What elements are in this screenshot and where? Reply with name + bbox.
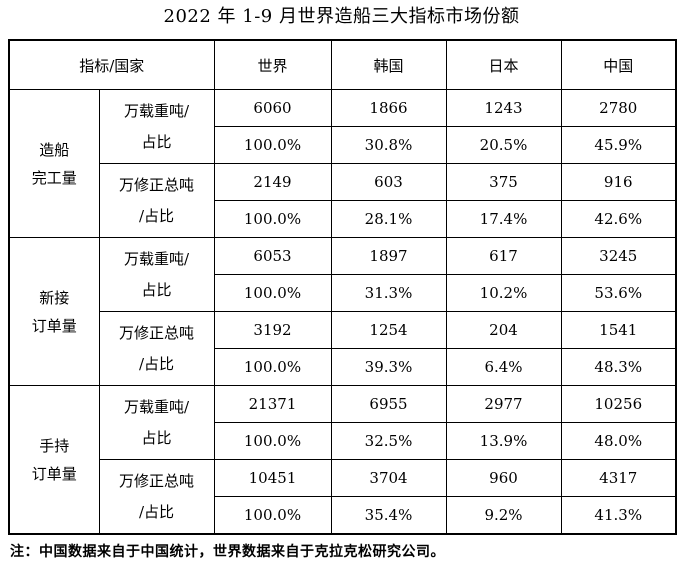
value-cell: 6053 xyxy=(213,237,332,275)
value-cell: 1866 xyxy=(330,89,447,127)
value-cell: 2780 xyxy=(560,89,677,127)
share-cell: 41.3% xyxy=(560,496,677,535)
metric-label-line: 占比 xyxy=(141,132,172,151)
group-name-completions: 造船 完工量 xyxy=(8,89,100,238)
metric-label-line: /占比 xyxy=(138,206,175,225)
value-cell: 1897 xyxy=(330,237,447,275)
share-cell: 100.0% xyxy=(213,274,332,312)
group-name-line: 手持 xyxy=(39,436,70,455)
value-cell: 2977 xyxy=(445,385,562,423)
share-cell: 10.2% xyxy=(445,274,562,312)
value-cell: 3192 xyxy=(213,311,332,349)
metric-label-line: 万修正总吨 xyxy=(118,471,194,490)
column-header-japan: 日本 xyxy=(445,39,562,90)
share-cell: 32.5% xyxy=(330,422,447,460)
table-row: 100.0% 28.1% 17.4% 42.6% xyxy=(9,200,677,238)
metric-label-dwt: 万载重吨/ 占比 xyxy=(98,237,215,312)
share-cell: 35.4% xyxy=(330,496,447,535)
metric-label-line: /占比 xyxy=(138,502,175,521)
value-cell: 6060 xyxy=(213,89,332,127)
group-name-line: 造船 xyxy=(39,140,70,159)
value-cell: 617 xyxy=(445,237,562,275)
metric-label-line: 万修正总吨 xyxy=(118,175,194,194)
value-cell: 3245 xyxy=(560,237,677,275)
market-share-table: 指标/国家 世界 韩国 日本 中国 造船 完工量 万载重吨/ 占比 6060 1… xyxy=(8,39,677,535)
table-row: 万修正总吨 /占比 3192 1254 204 1541 xyxy=(9,311,677,386)
metric-label-dwt: 万载重吨/ 占比 xyxy=(98,385,215,460)
value-cell: 916 xyxy=(560,163,677,201)
share-cell: 100.0% xyxy=(213,348,332,386)
group-name-new-orders: 新接 订单量 xyxy=(8,237,100,386)
table-row: 万修正总吨 /占比 10451 3704 960 4317 xyxy=(9,459,677,535)
metric-label-cgt: 万修正总吨 /占比 xyxy=(98,459,215,535)
value-cell: 1254 xyxy=(330,311,447,349)
metric-label-line: /占比 xyxy=(138,354,175,373)
column-header-china: 中国 xyxy=(560,39,677,90)
share-cell: 100.0% xyxy=(213,200,332,238)
share-cell: 39.3% xyxy=(330,348,447,386)
value-cell: 3704 xyxy=(330,459,447,497)
value-cell: 10451 xyxy=(213,459,332,497)
metric-label-cgt: 万修正总吨 /占比 xyxy=(98,311,215,386)
table-row: 万修正总吨 /占比 2149 603 375 916 xyxy=(9,163,677,238)
group-name-line: 订单量 xyxy=(31,464,77,483)
share-cell: 53.6% xyxy=(560,274,677,312)
source-note: 注：中国数据来自于中国统计，世界数据来自于克拉克松研究公司。 xyxy=(10,544,445,560)
table-row: 100.0% 35.4% 9.2% 41.3% xyxy=(9,496,677,535)
group-name-line: 新接 xyxy=(39,288,70,307)
value-cell: 6955 xyxy=(330,385,447,423)
share-cell: 100.0% xyxy=(213,496,332,535)
share-cell: 42.6% xyxy=(560,200,677,238)
table-row: 100.0% 32.5% 13.9% 48.0% xyxy=(9,422,677,460)
page-title: 2022 年 1-9 月世界造船三大指标市场份额 xyxy=(163,6,520,27)
table-row: 新接 订单量 万载重吨/ 占比 6053 1897 617 3245 xyxy=(8,237,677,386)
value-cell: 2149 xyxy=(213,163,332,201)
value-cell: 960 xyxy=(445,459,562,497)
metric-label-line: 万载重吨/ xyxy=(123,101,190,120)
share-cell: 20.5% xyxy=(445,126,562,164)
column-header-korea: 韩国 xyxy=(330,39,447,90)
value-cell: 204 xyxy=(445,311,562,349)
share-cell: 31.3% xyxy=(330,274,447,312)
table-row: 100.0% 30.8% 20.5% 45.9% xyxy=(9,126,677,164)
corner-header: 指标/国家 xyxy=(8,39,215,90)
value-cell: 4317 xyxy=(560,459,677,497)
group-name-line: 完工量 xyxy=(31,168,77,187)
share-cell: 30.8% xyxy=(330,126,447,164)
metric-label-line: 占比 xyxy=(141,428,172,447)
table-row: 100.0% 39.3% 6.4% 48.3% xyxy=(9,348,677,386)
share-cell: 28.1% xyxy=(330,200,447,238)
share-cell: 48.0% xyxy=(560,422,677,460)
group-name-line: 订单量 xyxy=(31,316,77,335)
table-row: 手持 订单量 万载重吨/ 占比 21371 6955 2977 10256 xyxy=(8,385,677,535)
metric-label-dwt: 万载重吨/ 占比 xyxy=(98,89,215,164)
table-row: 100.0% 31.3% 10.2% 53.6% xyxy=(9,274,677,312)
share-cell: 6.4% xyxy=(445,348,562,386)
column-header-world: 世界 xyxy=(213,39,332,90)
value-cell: 10256 xyxy=(560,385,677,423)
value-cell: 21371 xyxy=(213,385,332,423)
metric-label-line: 万载重吨/ xyxy=(123,249,190,268)
value-cell: 375 xyxy=(445,163,562,201)
share-cell: 100.0% xyxy=(213,422,332,460)
value-cell: 1541 xyxy=(560,311,677,349)
share-cell: 13.9% xyxy=(445,422,562,460)
metric-label-line: 占比 xyxy=(141,280,172,299)
value-cell: 1243 xyxy=(445,89,562,127)
header-row: 指标/国家 世界 韩国 日本 中国 xyxy=(8,39,677,90)
metric-label-cgt: 万修正总吨 /占比 xyxy=(98,163,215,238)
group-name-order-book: 手持 订单量 xyxy=(8,385,100,535)
share-cell: 100.0% xyxy=(213,126,332,164)
share-cell: 45.9% xyxy=(560,126,677,164)
share-cell: 17.4% xyxy=(445,200,562,238)
share-cell: 9.2% xyxy=(445,496,562,535)
value-cell: 603 xyxy=(330,163,447,201)
share-cell: 48.3% xyxy=(560,348,677,386)
metric-label-line: 万载重吨/ xyxy=(123,397,190,416)
table-row: 造船 完工量 万载重吨/ 占比 6060 1866 1243 2780 xyxy=(8,89,677,238)
metric-label-line: 万修正总吨 xyxy=(118,323,194,342)
